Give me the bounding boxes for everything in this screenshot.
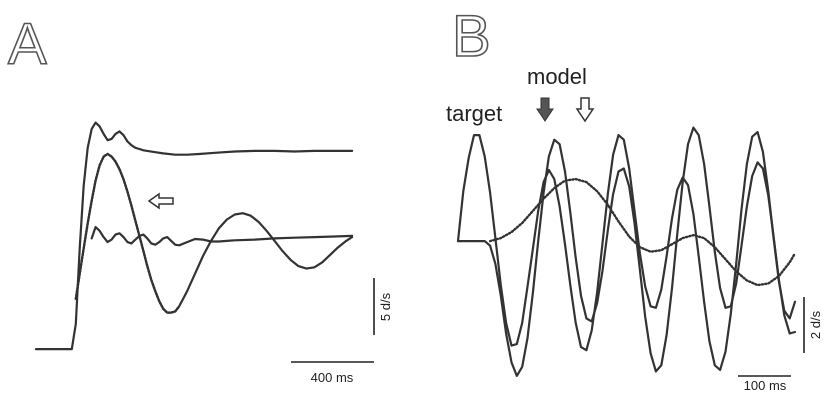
panel-b-horizontal-scalebar-label: 100 ms (744, 378, 787, 393)
panel-a-open-arrow-icon (147, 192, 174, 210)
panel-a-horizontal-scalebar-label: 400 ms (311, 370, 354, 385)
panel-a-trace-3 (74, 152, 354, 314)
panel-a-vertical-scalebar-label: 5 d/s (378, 292, 393, 321)
panel-b-vertical-scalebar-label: 2 d/s (808, 310, 823, 339)
panel-a-plot (34, 121, 354, 351)
panel-b-trace-2 (456, 126, 797, 377)
panel-b-open-arrow-icon (575, 97, 595, 123)
panel-b-target-label: target (446, 101, 502, 126)
panel-a-trace-2-dotted (74, 152, 181, 314)
panel-b-filled-arrow-icon (536, 97, 554, 122)
panel-b-trace-1 (456, 131, 797, 371)
panel-b-model-label: model (527, 64, 587, 89)
panel-a-trace-4 (90, 225, 354, 247)
panel-b-label: B (452, 4, 491, 69)
panel-a-label: A (8, 12, 47, 77)
panel-b-trace-3-dotted (488, 177, 797, 287)
panel-a-trace-1 (34, 121, 354, 351)
panel-b-plot (456, 126, 797, 377)
